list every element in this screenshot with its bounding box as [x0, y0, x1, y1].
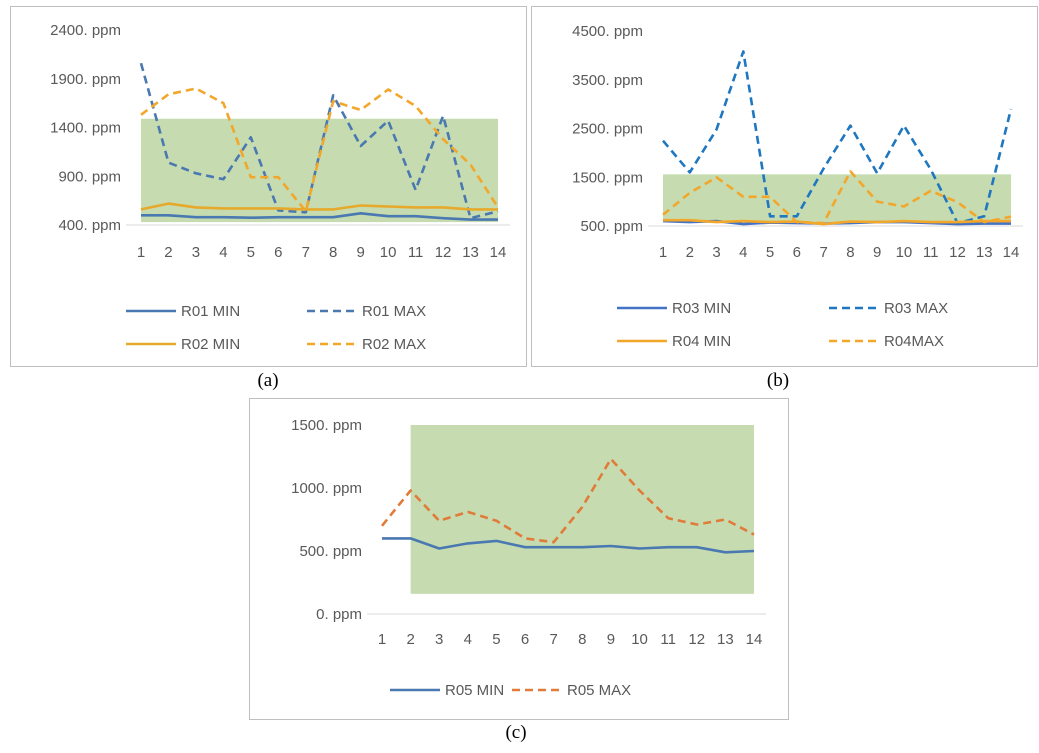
caption-b: (b) [766, 370, 790, 391]
x-tick-label: 14 [746, 631, 763, 648]
x-tick-label: 1 [378, 631, 386, 648]
x-tick-label: 11 [408, 244, 424, 261]
series-line-r05-min [382, 537, 755, 554]
x-tick-label: 1 [659, 244, 667, 261]
chart-panel-a: 400. ppm 900. ppm 1400. ppm 1900. ppm 2400. … [10, 6, 527, 367]
chart-a-svg: 400. ppm 900. ppm 1400. ppm 1900. ppm 2400. … [50, 22, 510, 353]
y-tick-label: 2500. ppm [572, 121, 643, 138]
x-tick-label: 12 [949, 244, 966, 261]
x-tick-label: 5 [247, 244, 255, 261]
x-tick-label: 6 [274, 244, 282, 261]
x-tick-label: 13 [462, 244, 479, 261]
x-tick-label: 12 [688, 631, 705, 648]
chart-b-svg: 500. ppm 1500. ppm 2500. ppm 3500. ppm 4500.… [572, 23, 1023, 350]
x-tick-label: 2 [686, 244, 694, 261]
target-range-band [663, 174, 1011, 223]
legend-label: R01 MAX [362, 303, 426, 320]
y-tick-label: 1000. ppm [291, 480, 362, 497]
series-line-r03-max [662, 50, 1013, 225]
x-tick-label: 7 [550, 631, 558, 648]
y-tick-label: 4500. ppm [572, 23, 643, 40]
x-tick-label: 2 [406, 631, 414, 648]
x-tick-label: 10 [896, 244, 913, 261]
y-tick-label: 500. ppm [580, 218, 643, 235]
y-tick-label: 3500. ppm [572, 72, 643, 89]
target-range-band [141, 118, 498, 223]
series-line-r01-min [141, 212, 498, 221]
legend-label: R05 MIN [445, 682, 504, 699]
x-tick-label: 8 [578, 631, 586, 648]
legend-entry: R03 MAX [829, 300, 948, 317]
legend-entry: R03 MIN [617, 300, 731, 317]
x-tick-label: 10 [631, 631, 648, 648]
y-tick-label: 1400. ppm [50, 120, 121, 137]
legend-label: R04 MIN [672, 333, 731, 350]
caption-a: (a) [257, 370, 279, 391]
x-tick-label: 14 [1003, 244, 1020, 261]
series-line-r05-max [380, 457, 755, 544]
x-tick-label: 3 [435, 631, 443, 648]
x-tick-label: 10 [380, 244, 397, 261]
x-tick-label: 3 [192, 244, 200, 261]
legend-entry: R04 MIN [617, 333, 731, 350]
legend-entry: R04MAX [829, 333, 944, 350]
x-tick-label: 8 [329, 244, 337, 261]
legend-label: R02 MIN [181, 336, 240, 353]
x-tick-label: 9 [607, 631, 615, 648]
series-line-r04-min [663, 218, 1011, 226]
chart-panel-c: 0. ppm 500. ppm 1000. ppm 1500. ppm 1 2 3 4 5 6 7 8… [249, 398, 789, 720]
x-tick-label: 5 [766, 244, 774, 261]
legend-label: R03 MIN [672, 300, 731, 317]
legend-entry: R02 MAX [307, 336, 426, 353]
x-tick-label: 8 [846, 244, 854, 261]
y-tick-label: 500. ppm [299, 543, 362, 560]
x-tick-label: 11 [923, 244, 939, 261]
x-tick-label: 13 [976, 244, 993, 261]
legend-entry: R05 MAX [512, 682, 631, 699]
y-tick-label: 900. ppm [58, 168, 121, 185]
x-tick-label: 9 [357, 244, 365, 261]
x-tick-label: 1 [137, 244, 145, 261]
target-range-band [410, 425, 754, 594]
x-tick-label: 4 [219, 244, 227, 261]
legend-label: R04MAX [884, 333, 944, 350]
chart-panel-b: 500. ppm 1500. ppm 2500. ppm 3500. ppm 4500.… [531, 6, 1038, 367]
x-tick-label: 7 [302, 244, 310, 261]
x-tick-label: 11 [660, 631, 676, 648]
legend-entry: R01 MIN [126, 303, 240, 320]
y-tick-label: 1500. ppm [572, 169, 643, 186]
x-tick-label: 6 [521, 631, 529, 648]
legend-entry: R05 MIN [390, 682, 504, 699]
y-tick-label: 1500. ppm [291, 417, 362, 434]
series-line-r02-max [140, 87, 500, 213]
x-tick-label: 3 [712, 244, 720, 261]
x-tick-label: 5 [492, 631, 500, 648]
legend-entry: R01 MAX [307, 303, 426, 320]
y-tick-label: 400. ppm [58, 217, 121, 234]
legend-label: R03 MAX [884, 300, 948, 317]
x-tick-label: 4 [464, 631, 472, 648]
y-tick-label: 2400. ppm [50, 22, 121, 39]
legend-entry: R02 MIN [126, 336, 240, 353]
x-tick-label: 9 [873, 244, 881, 261]
x-tick-label: 7 [819, 244, 827, 261]
x-tick-label: 12 [435, 244, 452, 261]
x-tick-label: 4 [739, 244, 747, 261]
caption-c: (c) [505, 722, 527, 743]
legend-label: R02 MAX [362, 336, 426, 353]
legend-label: R05 MAX [567, 682, 631, 699]
legend-label: R01 MIN [181, 303, 240, 320]
x-tick-label: 14 [490, 244, 507, 261]
y-tick-label: 1900. ppm [50, 71, 121, 88]
series-line-r01-max [139, 62, 499, 220]
x-tick-label: 2 [164, 244, 172, 261]
series-line-r04max [662, 170, 1012, 225]
x-tick-label: 6 [793, 244, 801, 261]
series-line-r02-min [140, 202, 498, 211]
y-tick-label: 0. ppm [316, 606, 362, 623]
x-tick-label: 13 [717, 631, 734, 648]
